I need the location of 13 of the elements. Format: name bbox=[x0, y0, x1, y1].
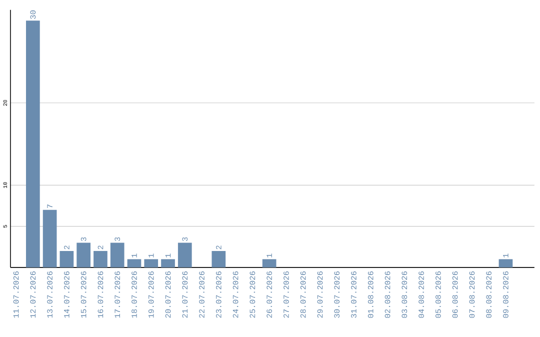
bar bbox=[127, 259, 142, 268]
bar bbox=[178, 242, 192, 268]
bar bbox=[76, 242, 91, 268]
bar bbox=[262, 259, 276, 268]
bar bbox=[212, 251, 226, 268]
bar bbox=[42, 210, 57, 268]
bar bbox=[94, 251, 108, 268]
bar bbox=[26, 20, 40, 268]
bar bbox=[161, 259, 175, 268]
bar bbox=[144, 259, 158, 268]
bar bbox=[60, 251, 74, 268]
bar bbox=[110, 242, 124, 268]
bar bbox=[498, 259, 513, 268]
